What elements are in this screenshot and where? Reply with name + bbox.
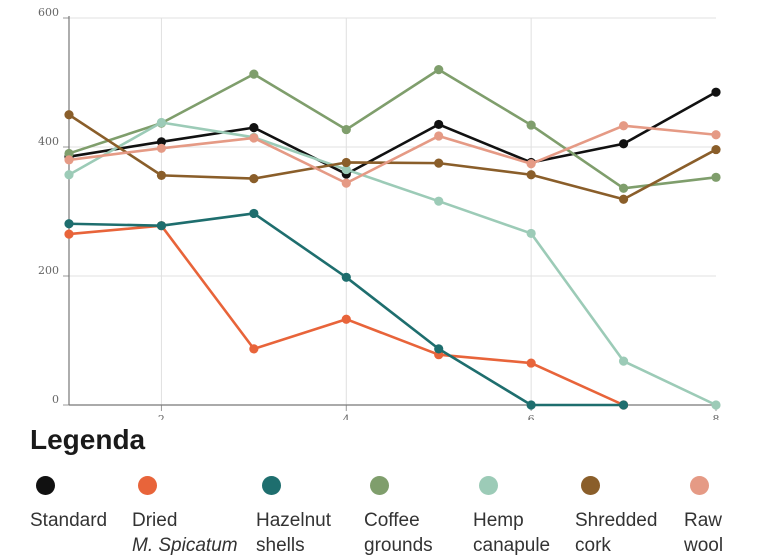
data-point [64, 155, 74, 165]
data-point [526, 358, 536, 368]
legend-label: Coffee grounds [364, 508, 433, 558]
data-point [249, 69, 259, 79]
data-point [711, 87, 721, 97]
data-point [526, 228, 536, 239]
data-point [64, 110, 74, 120]
data-point [618, 139, 629, 149]
x-tick-label: 8 [713, 413, 720, 420]
data-point [526, 120, 536, 130]
y-tick-label: 0 [52, 393, 59, 406]
data-point [341, 272, 351, 282]
series-line [68, 68, 717, 190]
data-point [434, 65, 444, 75]
legend-swatch [690, 476, 709, 495]
data-point [341, 164, 351, 175]
legend-swatch [581, 476, 600, 495]
data-point [618, 194, 629, 204]
data-point [711, 144, 721, 155]
data-point [711, 130, 721, 140]
series-line [68, 124, 717, 185]
data-point [156, 143, 167, 153]
legend-label-line: M. Spicatum [132, 535, 238, 556]
data-point [618, 121, 629, 131]
data-point [249, 133, 259, 143]
data-point [249, 174, 259, 184]
data-point [434, 131, 444, 141]
series-0 [64, 87, 721, 179]
data-point [156, 137, 167, 147]
legend-label-line: Dried [132, 510, 178, 531]
series-5 [64, 110, 721, 204]
data-point [64, 219, 74, 229]
data-point [618, 356, 629, 366]
series-3 [64, 65, 721, 193]
x-tick-label: 6 [528, 413, 535, 420]
data-point [156, 221, 167, 231]
x-tick-label: 2 [158, 413, 165, 420]
series-lines [64, 65, 721, 410]
legend-label-line: shells [256, 535, 305, 556]
legend-label: Raw wool [684, 508, 723, 558]
series-line [68, 121, 717, 407]
legend-label: Shredded cork [575, 508, 657, 558]
y-tick-label: 200 [38, 264, 59, 277]
data-point [64, 148, 74, 159]
legend-label-line: cork [575, 535, 611, 556]
legend-label: Dried M. Spicatum [132, 508, 238, 558]
data-point [249, 344, 259, 354]
series-line [68, 91, 717, 176]
data-point [341, 157, 351, 168]
legend-label-line: Hazelnut [256, 510, 331, 531]
legend-label-line: Shredded [575, 510, 658, 531]
legend-swatch [36, 476, 55, 495]
series-line [68, 113, 717, 201]
legend-swatch [138, 476, 157, 495]
y-tick-label: 400 [38, 135, 59, 148]
data-point [156, 117, 167, 128]
data-point [711, 172, 721, 182]
grid [69, 17, 716, 405]
data-point [711, 400, 721, 410]
data-point [64, 229, 74, 239]
data-point [526, 159, 536, 169]
legend-label-line: wool [684, 535, 724, 556]
data-point [526, 400, 536, 410]
data-point [341, 124, 351, 135]
legend-label: Standard [30, 508, 107, 533]
legend-swatch [262, 476, 281, 495]
legend-label-line: Hemp [473, 510, 524, 531]
legend-label-line: canapule [473, 535, 551, 556]
data-point [526, 170, 536, 180]
data-point [434, 119, 444, 130]
legend-label-line: Coffee [364, 510, 420, 531]
data-point [618, 400, 629, 410]
data-point [618, 183, 629, 193]
data-point [434, 344, 444, 354]
series-2 [64, 208, 629, 410]
legend-label-line: Standard [30, 510, 108, 531]
x-tick-label: 4 [343, 413, 350, 420]
legend-label: Hemp canapule [473, 508, 550, 558]
data-point [64, 170, 74, 180]
data-point [434, 158, 444, 168]
series-6 [64, 121, 721, 188]
data-point [156, 170, 167, 180]
data-point [341, 178, 351, 188]
legend-title: Legenda [30, 424, 146, 455]
data-point [341, 314, 351, 324]
y-tick-label: 600 [38, 6, 59, 19]
legend-label: Hazelnut shells [256, 508, 331, 558]
tick-labels: 0 200 400 600 2 4 6 8 [38, 6, 720, 420]
data-point [434, 196, 444, 206]
data-point [249, 208, 259, 219]
legend-label-line: grounds [364, 535, 433, 556]
line-chart: 0 200 400 600 2 4 6 8 [38, 6, 721, 420]
legend-label-line: Raw [684, 510, 723, 531]
legend-swatch [370, 476, 389, 495]
data-point [249, 123, 259, 133]
legend-swatch [479, 476, 498, 495]
